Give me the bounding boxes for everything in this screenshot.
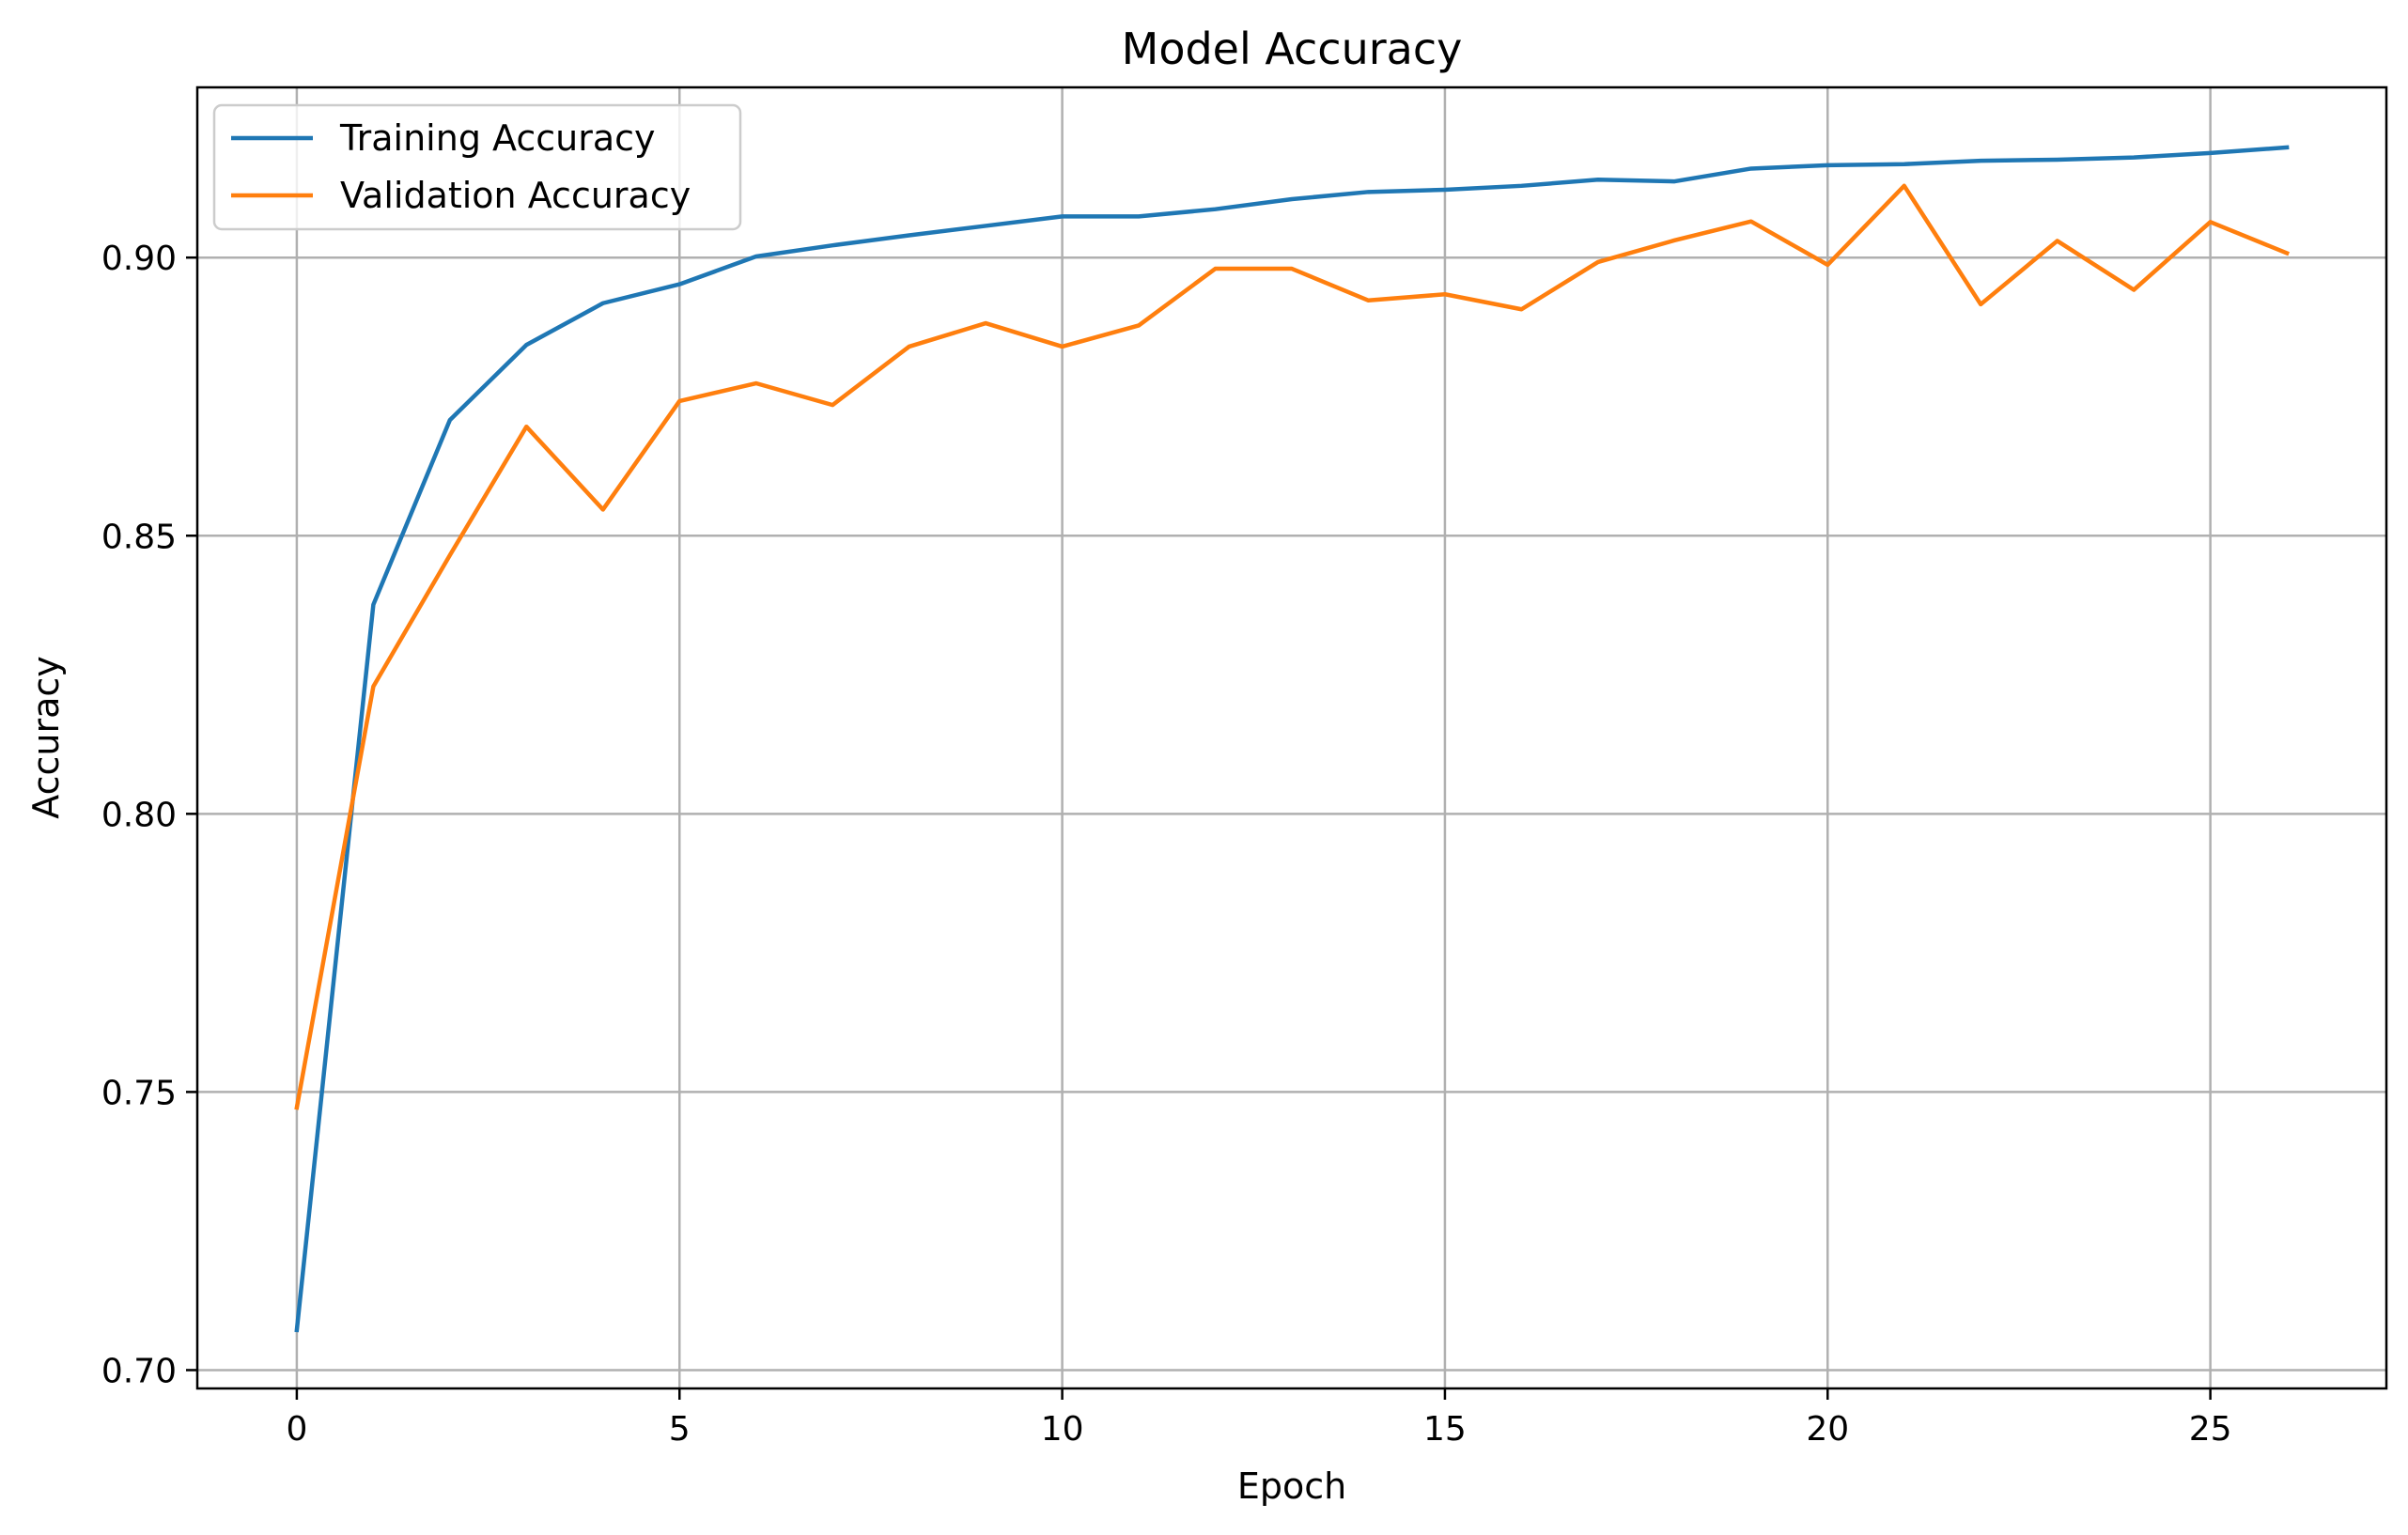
- x-tick-label: 0: [286, 1410, 307, 1449]
- axis-ticks: 0 5 10 15 20 25 0.70 0.75 0.80 0.85 0.90: [101, 240, 2232, 1449]
- x-tick-label: 15: [1423, 1410, 1467, 1449]
- y-tick-label: 0.80: [101, 796, 177, 834]
- grid-lines: [197, 87, 2386, 1388]
- x-tick-label: 5: [669, 1410, 691, 1449]
- y-tick-label: 0.85: [101, 518, 177, 556]
- y-tick-label: 0.70: [101, 1352, 177, 1390]
- y-tick-label: 0.90: [101, 240, 177, 278]
- y-axis-label: Accuracy: [25, 656, 67, 819]
- plot-frame: [195, 85, 2388, 1390]
- series-lines: [294, 145, 2291, 1333]
- training-accuracy-line: [294, 145, 2290, 1333]
- legend-label-validation: Validation Accuracy: [340, 175, 691, 216]
- x-tick-label: 25: [2189, 1410, 2232, 1449]
- x-axis-label: Epoch: [1237, 1465, 1346, 1507]
- legend: Training Accuracy Validation Accuracy: [212, 103, 742, 231]
- validation-accuracy-line: [294, 183, 2291, 1110]
- legend-label-training: Training Accuracy: [339, 117, 656, 159]
- x-tick-label: 20: [1806, 1410, 1849, 1449]
- y-tick-label: 0.75: [101, 1074, 177, 1112]
- x-tick-label: 10: [1041, 1410, 1084, 1449]
- legend-box: [212, 103, 742, 231]
- chart-title: Model Accuracy: [1122, 23, 1463, 74]
